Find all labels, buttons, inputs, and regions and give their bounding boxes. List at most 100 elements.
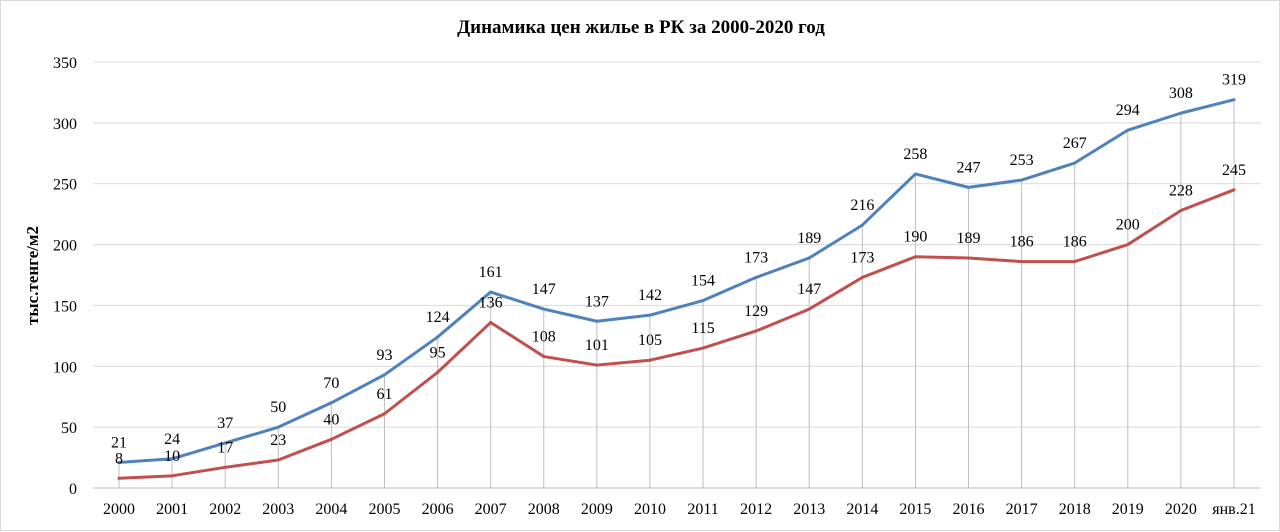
x-tick-label: 2009 xyxy=(581,501,613,518)
series-2-point xyxy=(1126,243,1130,247)
series-1-data-label: 173 xyxy=(744,249,768,266)
series-2-data-label: 23 xyxy=(270,432,286,449)
series-2-data-label: 136 xyxy=(479,294,503,311)
series-1-point xyxy=(223,441,227,445)
series-1-point xyxy=(117,460,121,464)
series-1-data-label: 216 xyxy=(850,197,874,214)
series-1-point xyxy=(648,313,652,317)
series-2-data-label: 186 xyxy=(1063,234,1087,251)
series-2-point xyxy=(1020,260,1024,264)
series-1-data-label: 294 xyxy=(1116,102,1140,119)
series-2-data-label: 17 xyxy=(217,439,233,456)
series-2-data-label: 40 xyxy=(323,411,339,428)
series-1-data-label: 37 xyxy=(217,415,233,432)
series-1-data-label: 93 xyxy=(376,347,392,364)
series-1-data-label: 70 xyxy=(323,375,339,392)
series-1-data-label: 267 xyxy=(1063,135,1087,152)
series-1-data-label: 137 xyxy=(585,293,609,310)
x-tick-label: 2000 xyxy=(103,501,135,518)
x-tick-label: янв.21 xyxy=(1212,501,1255,518)
series-2-point xyxy=(329,437,333,441)
series-1-data-label: 147 xyxy=(532,281,556,298)
series-1-data-label: 258 xyxy=(903,146,927,163)
y-tick-label: 50 xyxy=(61,420,77,437)
x-tick-label: 2010 xyxy=(634,501,666,518)
series-2-line xyxy=(117,188,1236,480)
x-tick-label: 2014 xyxy=(846,501,878,518)
series-2-data-label: 189 xyxy=(957,230,981,247)
series-1-point xyxy=(170,457,174,461)
x-tick-label: 2015 xyxy=(899,501,931,518)
series-1-point xyxy=(701,299,705,303)
y-tick-label: 100 xyxy=(53,359,77,376)
series-1-data-label: 319 xyxy=(1222,72,1246,89)
series-1-point xyxy=(382,373,386,377)
y-tick-label: 0 xyxy=(69,481,77,498)
series-2-data-label: 228 xyxy=(1169,182,1193,199)
series-2-point xyxy=(701,346,705,350)
series-2-data-label: 8 xyxy=(115,450,123,467)
x-tick-label: 2006 xyxy=(422,501,454,518)
x-tick-label: 2007 xyxy=(475,501,507,518)
x-tick-label: 2005 xyxy=(368,501,400,518)
series-1-data-label: 247 xyxy=(957,159,981,176)
series-2-data-label: 173 xyxy=(850,249,874,266)
x-tick-label: 2019 xyxy=(1112,501,1144,518)
series-2-data-label: 115 xyxy=(691,320,714,337)
series-1-data-label: 189 xyxy=(797,230,821,247)
x-tick-label: 2020 xyxy=(1165,501,1197,518)
series-2-point xyxy=(436,370,440,374)
series-2-data-label: 108 xyxy=(532,329,556,346)
x-tick-label: 2001 xyxy=(156,501,188,518)
x-tick-label: 2003 xyxy=(262,501,294,518)
series-2-point xyxy=(489,320,493,324)
series-2-data-label: 129 xyxy=(744,303,768,320)
series-2-point xyxy=(967,256,971,260)
series-1-point xyxy=(754,275,758,279)
series-1-data-label: 50 xyxy=(270,399,286,416)
series-2-data-label: 190 xyxy=(903,229,927,246)
series-1-data-label: 24 xyxy=(164,431,180,448)
x-tick-label: 2002 xyxy=(209,501,241,518)
series-1-point xyxy=(542,307,546,311)
series-1-point xyxy=(860,223,864,227)
x-tick-label: 2017 xyxy=(1006,501,1038,518)
series-2-data-label: 245 xyxy=(1222,162,1246,179)
series-1-point xyxy=(1073,161,1077,165)
series-2-point xyxy=(223,465,227,469)
chart-title: Динамика цен жилье в РК за 2000-2020 год xyxy=(457,17,825,38)
series-1-point xyxy=(1126,128,1130,132)
series-1-point xyxy=(967,185,971,189)
series-2-point xyxy=(1073,260,1077,264)
series-1-data-label: 21 xyxy=(111,434,127,451)
series-1-point xyxy=(276,425,280,429)
series-1-data-label: 161 xyxy=(479,264,503,281)
series-1-data-label: 154 xyxy=(691,273,715,290)
series-2-data-label: 105 xyxy=(638,332,662,349)
x-tick-label: 2013 xyxy=(793,501,825,518)
series-2-point xyxy=(170,474,174,478)
x-tick-label: 2008 xyxy=(528,501,560,518)
series-2-point xyxy=(1232,188,1236,192)
series-2-data-label: 200 xyxy=(1116,217,1140,234)
series-2-point xyxy=(648,358,652,362)
series-1-point xyxy=(489,290,493,294)
series-2-point xyxy=(913,255,917,259)
x-tick-label: 2004 xyxy=(315,501,347,518)
series-2-point xyxy=(542,355,546,359)
x-tick-label: 2011 xyxy=(687,501,718,518)
series-1-point xyxy=(595,319,599,323)
series-2-point xyxy=(807,307,811,311)
series-2-point xyxy=(860,275,864,279)
series-1-line xyxy=(117,98,1236,464)
series-1-point xyxy=(329,401,333,405)
x-tick-label: 2012 xyxy=(740,501,772,518)
series-2-data-label: 10 xyxy=(164,448,180,465)
series-2-data-label: 95 xyxy=(430,344,446,361)
series-2-data-label: 186 xyxy=(1010,234,1034,251)
series-2-point xyxy=(276,458,280,462)
series-1-data-label: 308 xyxy=(1169,85,1193,102)
y-tick-label: 250 xyxy=(53,177,77,194)
